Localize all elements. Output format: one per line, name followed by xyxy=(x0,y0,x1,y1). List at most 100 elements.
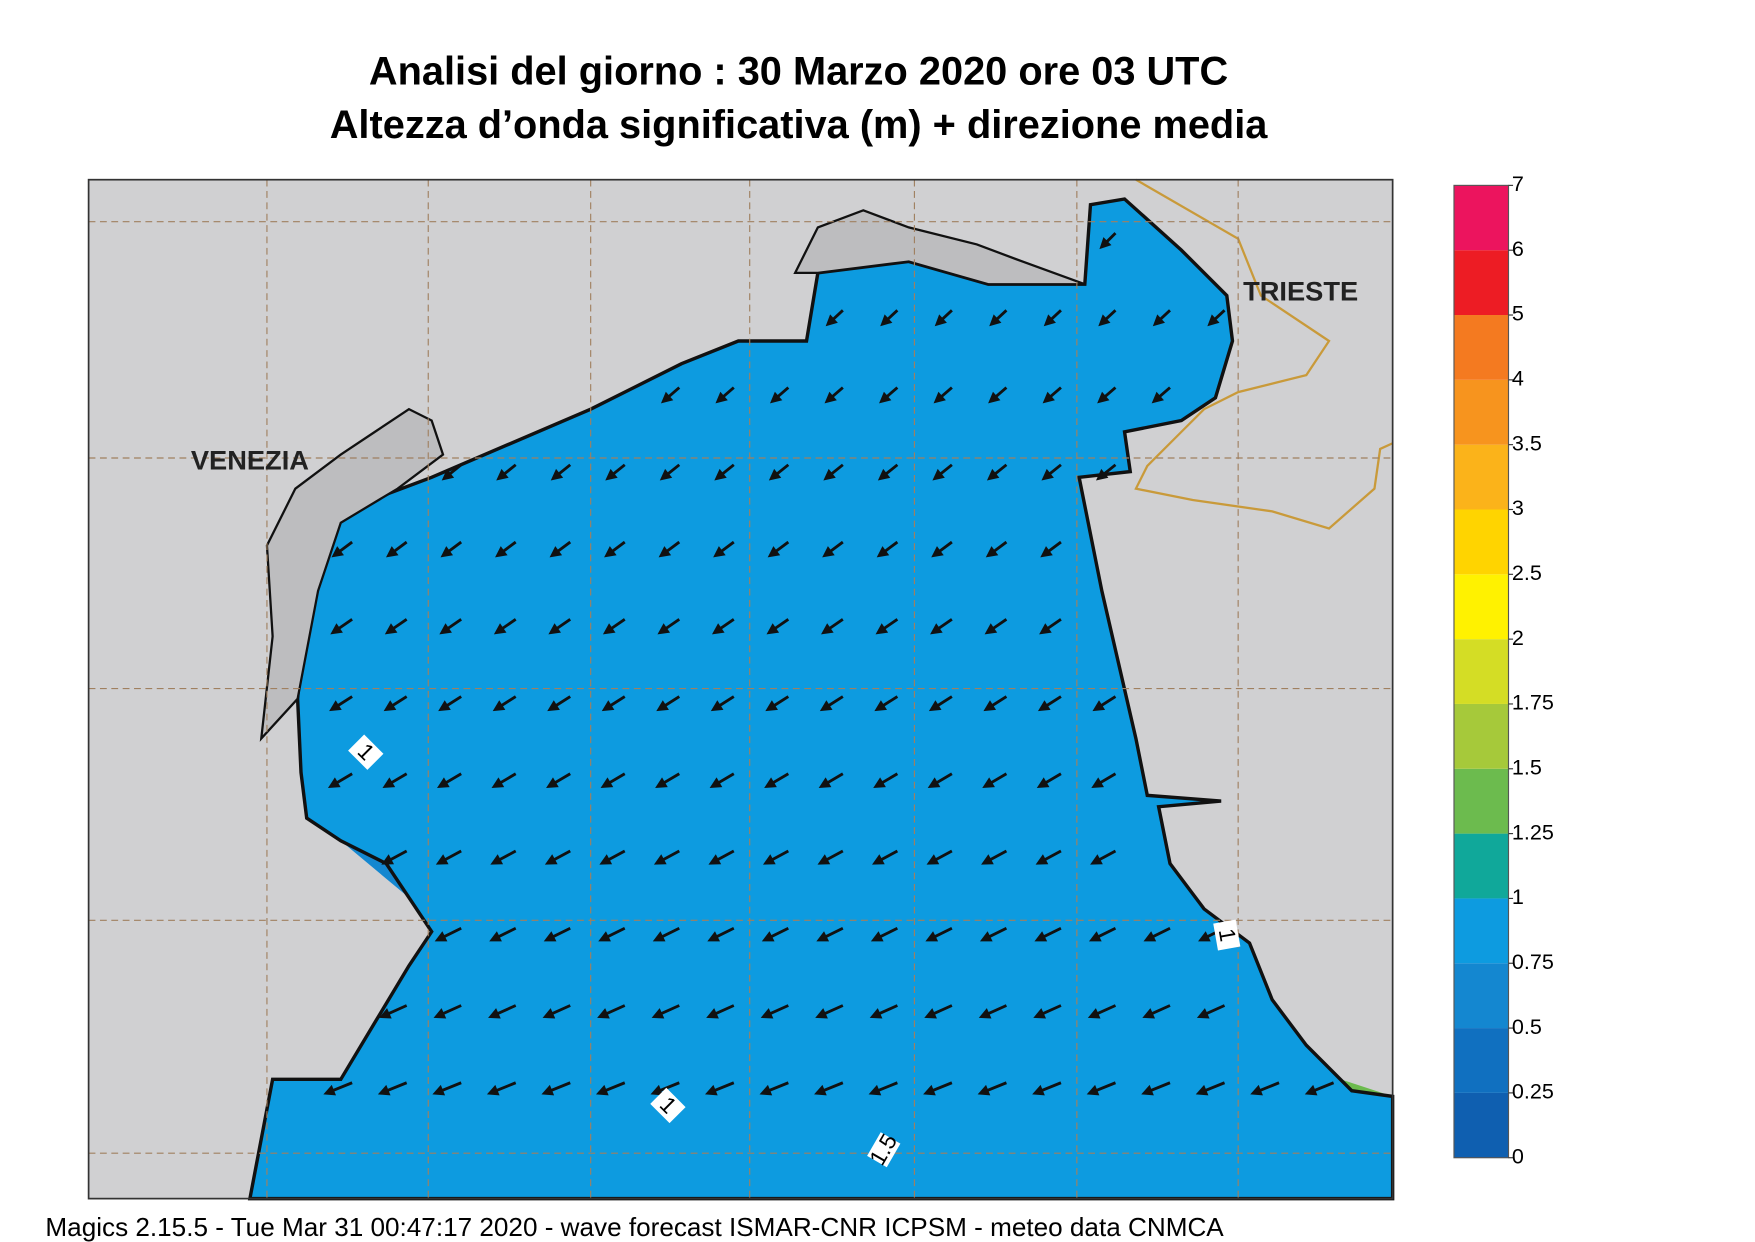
arrow-head xyxy=(491,777,505,788)
arrow-head xyxy=(815,1008,828,1019)
arrow-head xyxy=(1304,1084,1318,1096)
footer: Magics 2.15.5 - Tue Mar 31 00:47:17 2020… xyxy=(45,1212,1224,1242)
arrow-head xyxy=(437,777,450,788)
colorbar-bin xyxy=(1453,833,1509,899)
arrow-head xyxy=(985,546,999,558)
arrow-head xyxy=(543,931,557,942)
arrow-head xyxy=(1087,1008,1101,1019)
arrow-head xyxy=(1142,1008,1156,1019)
arrow-head xyxy=(824,391,837,404)
arrow-head xyxy=(707,931,721,942)
arrow-head xyxy=(1040,546,1053,558)
arrow-head xyxy=(934,314,947,327)
map: VENEZIA TRIESTE xyxy=(87,178,1395,1201)
arrow-head xyxy=(438,700,451,712)
arrow-head xyxy=(600,777,614,788)
colorbar-tick-label: 0.5 xyxy=(1512,1014,1542,1039)
arrow-head xyxy=(379,1008,392,1019)
arrow-head xyxy=(441,468,455,481)
arrow-head xyxy=(1043,314,1056,327)
arrow-head xyxy=(925,931,939,942)
arrow-head xyxy=(1033,1008,1046,1019)
arrow-head xyxy=(1032,1084,1045,1096)
arrow-head xyxy=(760,1008,774,1019)
arrow-head xyxy=(823,468,836,481)
arrow-head xyxy=(711,623,725,635)
colorbar-tick-label: 2 xyxy=(1512,625,1524,650)
arrow-head xyxy=(542,1008,556,1019)
arrow-head xyxy=(876,546,890,558)
colorbar-tick-label: 3 xyxy=(1512,495,1524,520)
arrow-head xyxy=(1091,777,1104,788)
arrow-head xyxy=(602,623,616,635)
arrow-head xyxy=(764,777,777,788)
arrow-head xyxy=(1152,314,1165,327)
arrow-head xyxy=(769,391,783,404)
arrow-head xyxy=(1250,1084,1263,1096)
colorbar-bin xyxy=(1453,379,1509,445)
arrow-head xyxy=(1097,391,1110,404)
colorbar-bin xyxy=(1453,1092,1509,1158)
arrow-head xyxy=(822,546,835,558)
arrow-head xyxy=(1086,1084,1100,1096)
arrow-head xyxy=(439,623,452,635)
colorbar-bin xyxy=(1453,574,1509,640)
lagoon xyxy=(259,407,445,742)
arrow-head xyxy=(605,468,618,481)
arrow-head xyxy=(709,777,723,788)
arrow-head xyxy=(377,1084,391,1096)
arrow-head xyxy=(814,1084,827,1096)
arrow-head xyxy=(868,1084,882,1096)
arrow-head xyxy=(651,1008,665,1019)
arrow-head xyxy=(874,700,888,712)
colorbar-tick-label: 1 xyxy=(1512,884,1524,909)
arrow-head xyxy=(708,854,722,865)
colorbar-bin xyxy=(1453,185,1509,251)
arrow-head xyxy=(877,468,891,481)
colorbar-tick-label: 1.25 xyxy=(1512,819,1554,844)
arrow-head xyxy=(930,623,943,635)
arrow-head xyxy=(1042,391,1055,404)
arrow-head xyxy=(549,546,563,558)
arrow-head xyxy=(547,700,560,712)
arrow-head xyxy=(1095,468,1109,481)
arrow-head xyxy=(768,468,782,481)
place-label: TRIESTE xyxy=(1243,275,1358,306)
arrow-head xyxy=(706,1008,719,1019)
graticule xyxy=(88,179,1393,1199)
arrow-head xyxy=(931,546,944,558)
colorbar-bin xyxy=(1453,444,1509,510)
colorbar-tick-label: 3.5 xyxy=(1512,430,1542,455)
arrow-head xyxy=(492,700,506,712)
arrow-head xyxy=(928,700,942,712)
arrow-head xyxy=(655,777,668,788)
arrow-head xyxy=(714,468,727,481)
arrow-head xyxy=(433,1008,447,1019)
contour-label-bg xyxy=(650,1087,686,1124)
contour-label-bg xyxy=(1213,919,1241,951)
arrow-head xyxy=(1143,931,1157,942)
arrow-head xyxy=(489,931,502,942)
arrow-head xyxy=(652,931,666,942)
arrow-head xyxy=(544,854,558,865)
arrow-head xyxy=(713,546,726,558)
colorbar-bin xyxy=(1453,963,1509,1029)
arrow-head xyxy=(658,546,672,558)
arrow-head xyxy=(599,854,613,865)
arrow-head xyxy=(1196,1008,1210,1019)
arrow-head xyxy=(978,1008,992,1019)
arrow-head xyxy=(1092,700,1106,712)
arrow-head xyxy=(875,623,889,635)
arrow-head xyxy=(1035,854,1049,865)
arrow-head xyxy=(323,1084,337,1096)
arrow-head xyxy=(1090,854,1103,865)
arrow-head xyxy=(816,931,830,942)
arrow-head xyxy=(1141,1084,1154,1096)
wave-direction-arrows xyxy=(323,232,1335,1096)
arrow-head xyxy=(1198,931,1211,942)
arrow-head xyxy=(657,623,671,635)
arrow-head xyxy=(650,1084,664,1096)
arrow-head xyxy=(821,623,834,635)
title-line2: Altezza d’onda significativa (m) + direz… xyxy=(330,103,1269,147)
